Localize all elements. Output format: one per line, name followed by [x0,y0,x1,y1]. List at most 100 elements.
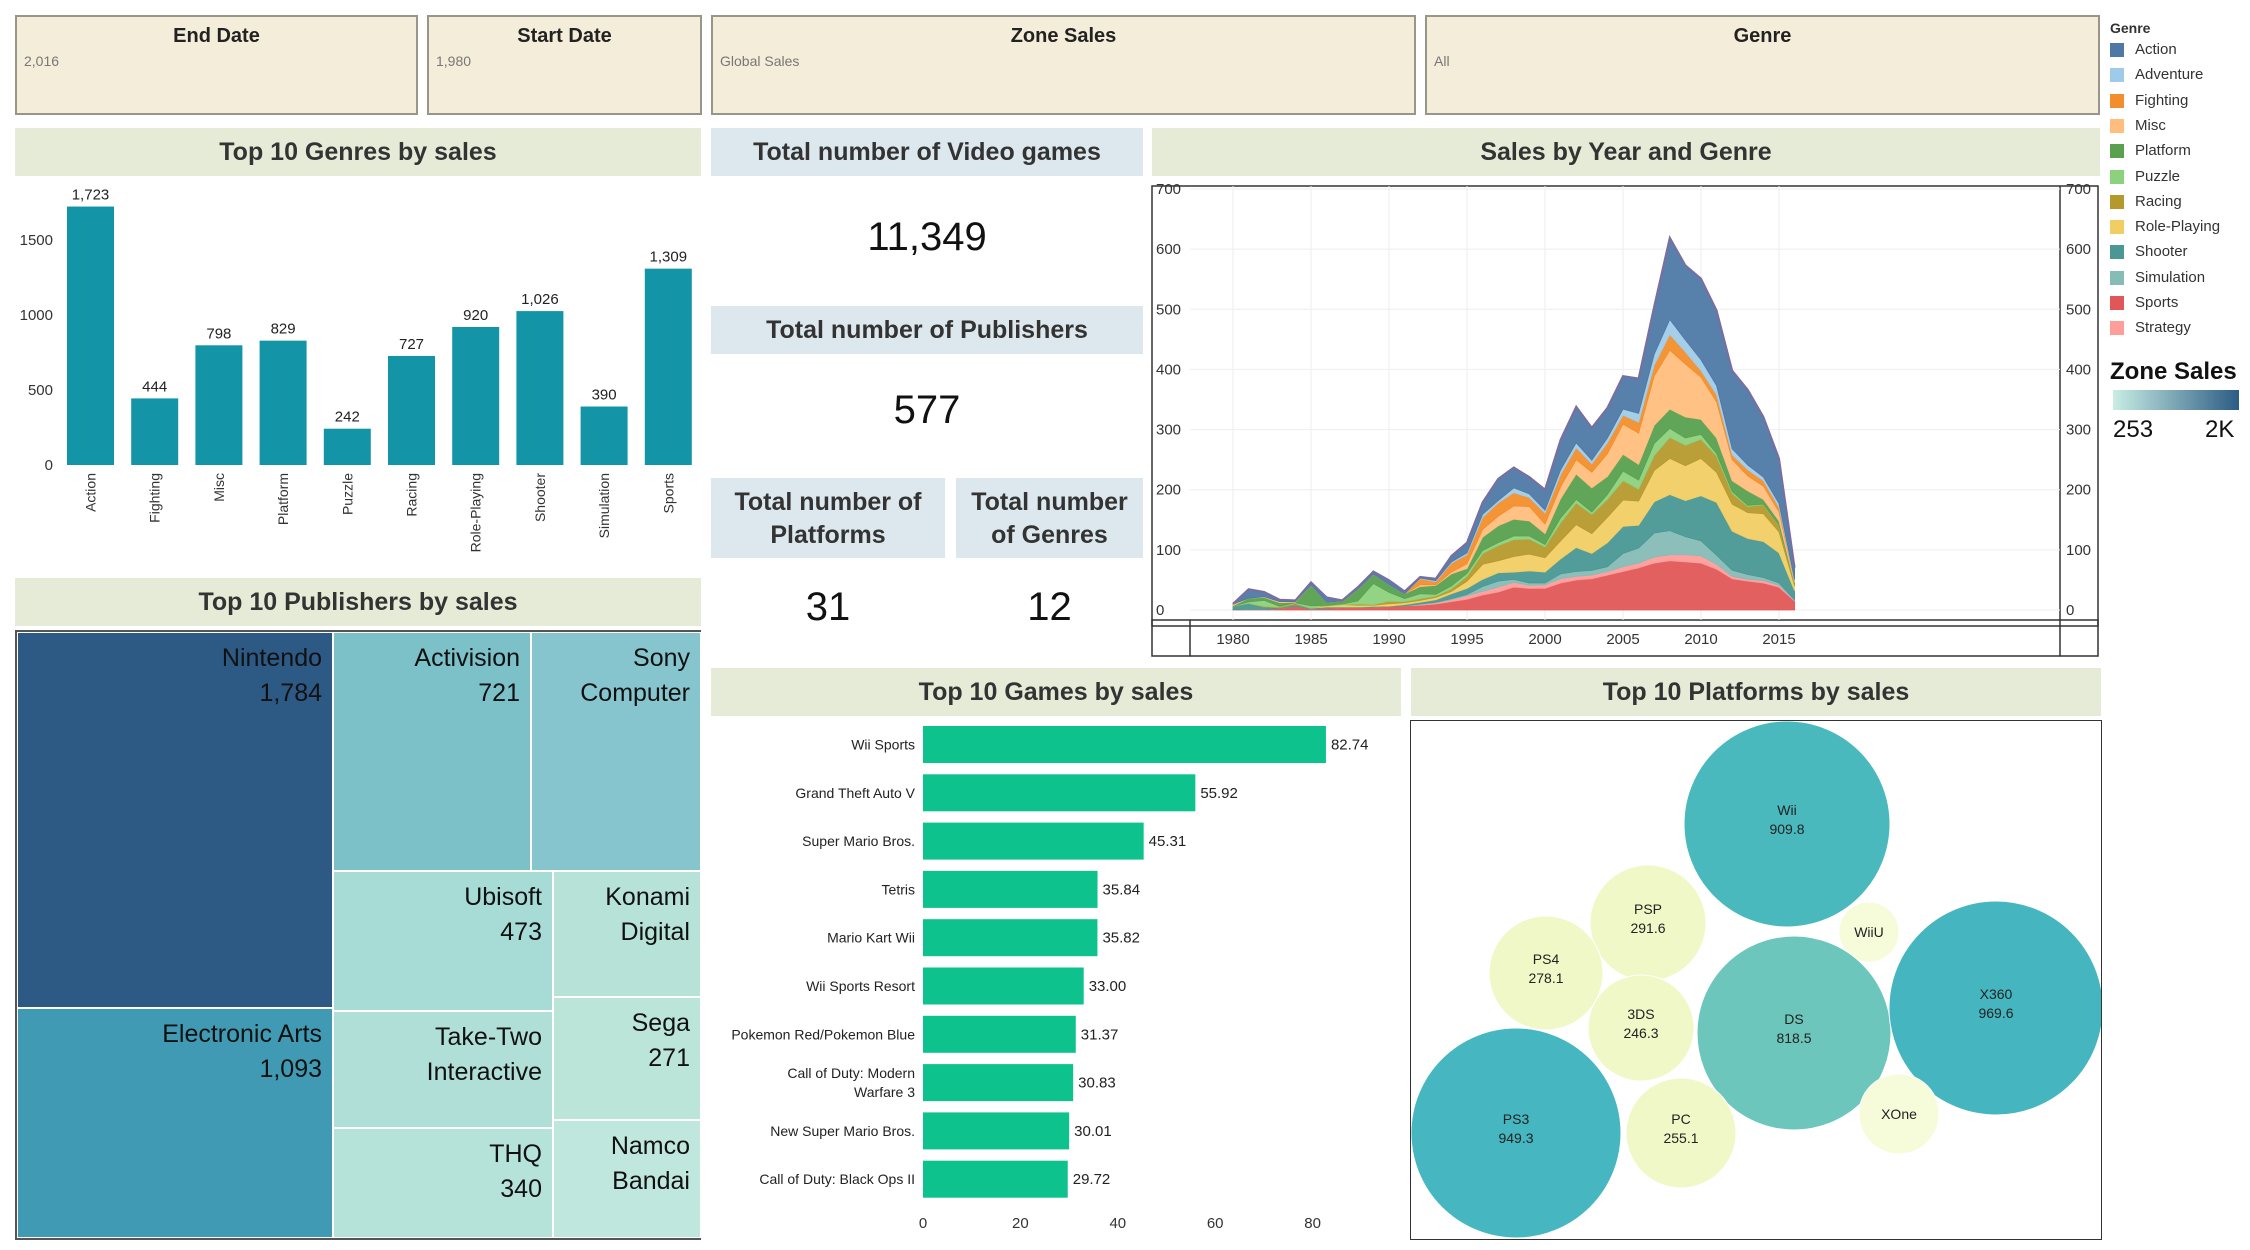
publisher-name: Namco Bandai [610,1132,690,1195]
y-tick-label: Mario Kart Wii [827,930,915,946]
platform-bubble[interactable] [1888,900,2102,1116]
treemap-cell[interactable]: Electronic Arts 1,093 [17,1008,333,1238]
treemap-cell[interactable]: Take-Two Interactive [333,1011,553,1128]
legend-swatch [2110,169,2124,184]
axis-corner-right [2059,619,2099,657]
filter-value[interactable]: 1,980 [436,53,472,69]
genre-bar[interactable] [452,327,500,465]
legend-label: Platform [2135,142,2191,160]
publisher-sales: 721 [478,679,520,707]
platform-bubble[interactable] [1488,915,1604,1031]
bar-value-label: 920 [463,307,488,324]
games-title: Top 10 Games by sales [711,668,1401,716]
treemap-cell[interactable]: Sony Computer [531,632,701,871]
x-tick-label: 2010 [1684,631,1717,648]
game-bar[interactable] [923,726,1326,763]
game-bar[interactable] [923,822,1144,860]
bubble-value: 278.1 [1528,970,1563,986]
platform-bubble[interactable] [1858,1073,1940,1155]
game-bar[interactable] [923,919,1098,957]
platform-bubble[interactable] [1696,935,1892,1131]
publisher-name: Electronic Arts [162,1020,322,1048]
y-tick-label-right: 500 [2066,301,2091,318]
legend-label: Simulation [2135,268,2206,286]
y-tick-label: 600 [1156,241,1181,258]
legend-label: Misc [2135,116,2166,134]
legend-swatch [2110,194,2124,209]
start-date-filter[interactable]: Start Date 1,980 [427,15,702,115]
treemap-cell[interactable]: Konami Digital [553,871,701,997]
platform-bubble[interactable] [1683,721,1891,928]
platform-bubble[interactable] [1411,1027,1622,1239]
treemap-cell[interactable]: Sega 271 [553,997,701,1120]
bubble-value: 818.5 [1776,1030,1811,1046]
y-tick-label: 200 [1156,482,1181,499]
filter-value[interactable]: Global Sales [720,53,800,69]
treemap-label: Sony Computer [540,641,690,711]
game-bar[interactable] [923,1160,1068,1198]
platform-bubble[interactable] [1625,1077,1737,1189]
publisher-sales: 473 [500,918,542,946]
bar-value-label: 82.74 [1331,737,1369,754]
bar-value-label: 1,723 [72,187,110,204]
treemap-cell[interactable]: THQ 340 [333,1128,553,1238]
game-bar[interactable] [923,1064,1074,1102]
bubble-name: PS4 [1533,951,1560,967]
game-bar[interactable] [923,1015,1076,1053]
x-tick-label: 1985 [1294,631,1327,648]
legend-swatch [2110,144,2124,159]
genre-bar[interactable] [195,345,243,465]
treemap-cell[interactable]: Activision 721 [333,632,531,871]
bubble-name: X360 [1980,986,2013,1002]
game-bar[interactable] [923,870,1098,908]
publishers-treemap: Nintendo 1,784 Electronic Arts 1,093 Activis… [15,630,701,1240]
publisher-name: Nintendo [221,644,322,672]
filter-value[interactable]: All [1434,53,1450,69]
legend-swatch [2110,220,2124,235]
end-date-filter[interactable]: End Date 2,016 [15,15,418,115]
x-tick-label: 2000 [1528,631,1561,648]
treemap-cell[interactable]: Namco Bandai [553,1120,701,1238]
kpi-genres: 12 [1027,585,1072,629]
genre-bar[interactable] [644,268,692,465]
genre-bar[interactable] [580,406,628,466]
platform-bubble[interactable] [1587,974,1695,1082]
genre-filter[interactable]: Genre All [1425,15,2100,115]
genre-bar[interactable] [323,428,371,465]
legend-swatch [2110,68,2124,83]
kpi-publishers: 577 [893,388,961,432]
game-bar[interactable] [923,774,1196,812]
platform-bubble[interactable] [1838,901,1900,963]
genre-bar[interactable] [388,355,435,465]
filter-value[interactable]: 2,016 [24,53,60,69]
y-tick-label: 0 [1156,602,1164,619]
publisher-name: Sony Computer [580,644,690,707]
y-tick-label: 100 [1156,542,1181,559]
x-tick-label: Shooter [532,473,548,522]
genre-bar[interactable] [516,311,564,465]
treemap-cell[interactable]: Ubisoft 473 [333,871,553,1011]
y-tick-label-right: 0 [2066,602,2074,619]
kpi-title-publishers: Total number of Publishers [711,306,1143,354]
x-tick-label: 1980 [1216,631,1249,648]
y-tick-label-right: 200 [2066,482,2091,499]
x-tick-label: Racing [404,473,420,517]
zone-sales-filter[interactable]: Zone Sales Global Sales [711,15,1416,115]
bubble-value: 949.3 [1498,1130,1533,1146]
area-title: Sales by Year and Genre [1152,128,2100,176]
bar-value-label: 30.01 [1074,1123,1112,1140]
treemap-cell[interactable]: Nintendo 1,784 [17,632,333,1008]
y-tick-label: New Super Mario Bros. [770,1123,915,1139]
x-tick-label: 20 [1012,1215,1029,1232]
area-frame [1151,185,2099,627]
bar-value-label: 829 [271,321,296,338]
treemap-label: Activision 721 [414,641,520,711]
genre-bar[interactable] [131,398,179,465]
game-bar[interactable] [923,1112,1070,1150]
filter-title: Zone Sales [1010,25,1117,47]
genre-bar[interactable] [67,206,114,466]
area-top-outline [1232,234,1796,605]
game-bar[interactable] [923,967,1084,1005]
genre-bar[interactable] [259,340,307,465]
y-tick-label: Super Mario Bros. [802,833,915,849]
